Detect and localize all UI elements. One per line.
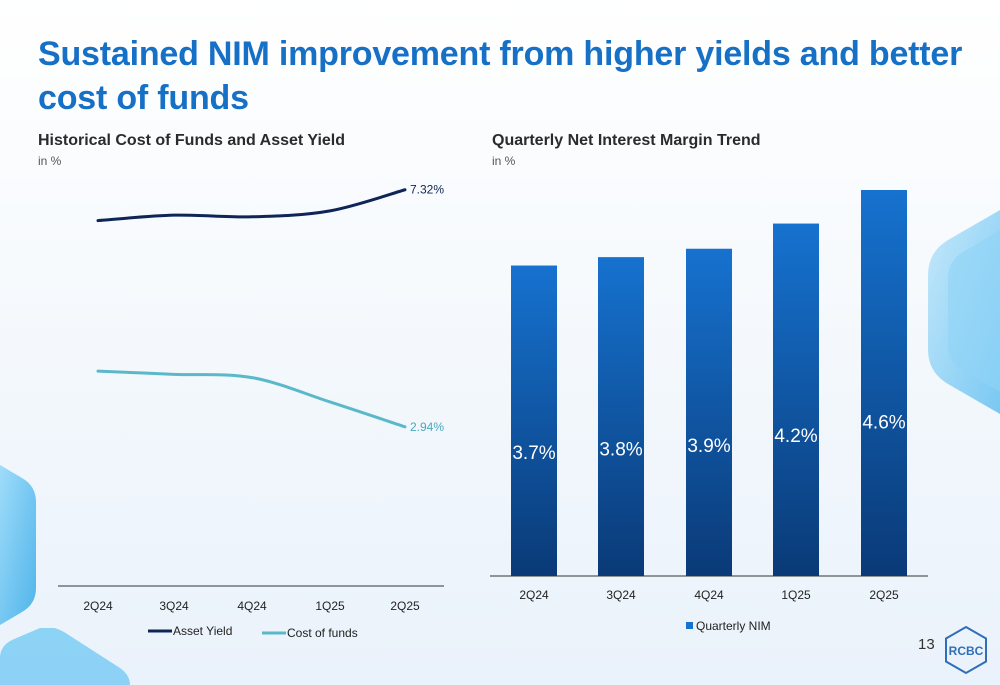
- nim-bar: [773, 223, 819, 576]
- legend-quarterly-nim-swatch: [686, 622, 693, 629]
- decorative-hexagon-bottom-left: [0, 628, 130, 685]
- nim-bar-value-label: 3.7%: [512, 443, 555, 464]
- bar-chart-tick-label: 2Q24: [519, 588, 549, 602]
- page-title: Sustained NIM improvement from higher yi…: [38, 35, 963, 117]
- nim-bar: [598, 257, 644, 576]
- legend-quarterly-nim-label: Quarterly NIM: [696, 619, 771, 633]
- nim-bar-value-label: 4.6%: [862, 413, 905, 434]
- decorative-hexagon-right: [928, 210, 1000, 414]
- asset-yield-end-label: 7.32%: [410, 183, 444, 197]
- asset-yield-line: [96, 188, 407, 223]
- rcbc-logo-text: RCBC: [949, 644, 984, 658]
- cost-of-funds-end-label: 2.94%: [410, 420, 444, 434]
- line-chart-tick-label: 3Q24: [159, 599, 189, 613]
- cost-of-funds-line: [96, 369, 407, 429]
- bar-chart-tick-label: 1Q25: [781, 588, 811, 602]
- line-chart-tick-label: 1Q25: [315, 599, 345, 613]
- nim-bar-value-label: 3.9%: [687, 436, 730, 457]
- nim-bar: [861, 190, 907, 576]
- legend-cost-of-funds-label: Cost of funds: [287, 626, 358, 640]
- nim-bar-value-label: 3.8%: [599, 439, 642, 460]
- line-chart: 2Q24 3Q24 4Q24 1Q25 2Q25 7.32% 2.94% Asset Y…: [58, 183, 444, 640]
- rcbc-logo: RCBC: [945, 625, 987, 675]
- line-chart-title: Historical Cost of Funds and Asset Yield: [38, 132, 346, 149]
- bar-chart-tick-label: 2Q25: [869, 588, 899, 602]
- nim-bar: [511, 265, 557, 576]
- nim-bar: [686, 248, 732, 576]
- nim-bar-value-label: 4.2%: [774, 426, 817, 447]
- line-chart-subtitle: in %: [38, 154, 62, 168]
- page-number: 13: [918, 636, 935, 653]
- bar-chart-subtitle: in %: [492, 154, 516, 168]
- bar-chart-tick-label: 4Q24: [694, 588, 724, 602]
- bar-chart-tick-label: 3Q24: [606, 588, 636, 602]
- bar-chart-title: Quarterly Net Interest Margin Trend: [492, 132, 761, 149]
- legend-asset-yield-label: Asset Yield: [173, 624, 232, 638]
- line-chart-tick-label: 2Q25: [390, 599, 420, 613]
- line-chart-tick-label: 4Q24: [237, 599, 267, 613]
- line-chart-tick-label: 2Q24: [83, 599, 113, 613]
- decorative-hexagon-left: [0, 465, 36, 625]
